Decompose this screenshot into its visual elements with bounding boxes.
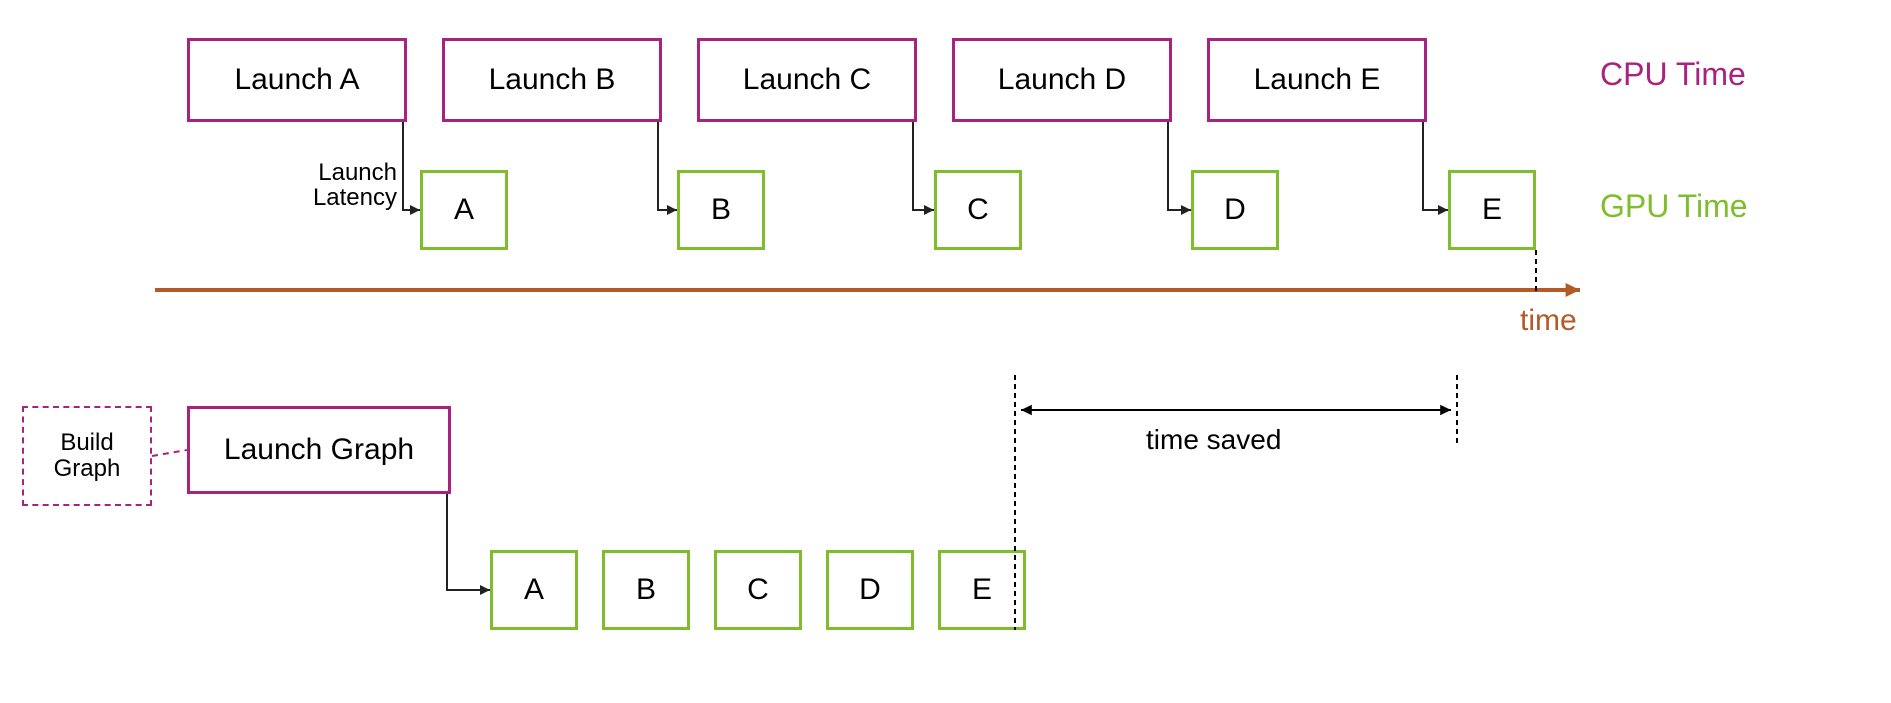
gpu-kernel-box-graph: E — [938, 550, 1026, 630]
gpu-kernel-box: E — [1448, 170, 1536, 250]
gpu-kernel-box-graph: D — [826, 550, 914, 630]
cpu-launch-box: Launch D — [952, 38, 1172, 122]
time-axis-label: time — [1520, 304, 1577, 338]
gpu-kernel-box: B — [677, 170, 765, 250]
launch-latency-label: LaunchLatency — [227, 160, 397, 210]
cpu-launch-box: Launch A — [187, 38, 407, 122]
gpu-time-label: GPU Time — [1600, 188, 1748, 225]
gpu-kernel-box: C — [934, 170, 1022, 250]
gpu-kernel-box-graph: C — [714, 550, 802, 630]
launch-graph-box: Launch Graph — [187, 406, 451, 494]
gpu-kernel-box-graph: B — [602, 550, 690, 630]
build-graph-box: BuildGraph — [22, 406, 152, 506]
time-saved-label: time saved — [1146, 424, 1281, 456]
cpu-launch-box: Launch B — [442, 38, 662, 122]
gpu-kernel-box: A — [420, 170, 508, 250]
gpu-kernel-box-graph: A — [490, 550, 578, 630]
cpu-time-label: CPU Time — [1600, 56, 1746, 93]
gpu-kernel-box: D — [1191, 170, 1279, 250]
cpu-launch-box: Launch C — [697, 38, 917, 122]
cpu-launch-box: Launch E — [1207, 38, 1427, 122]
